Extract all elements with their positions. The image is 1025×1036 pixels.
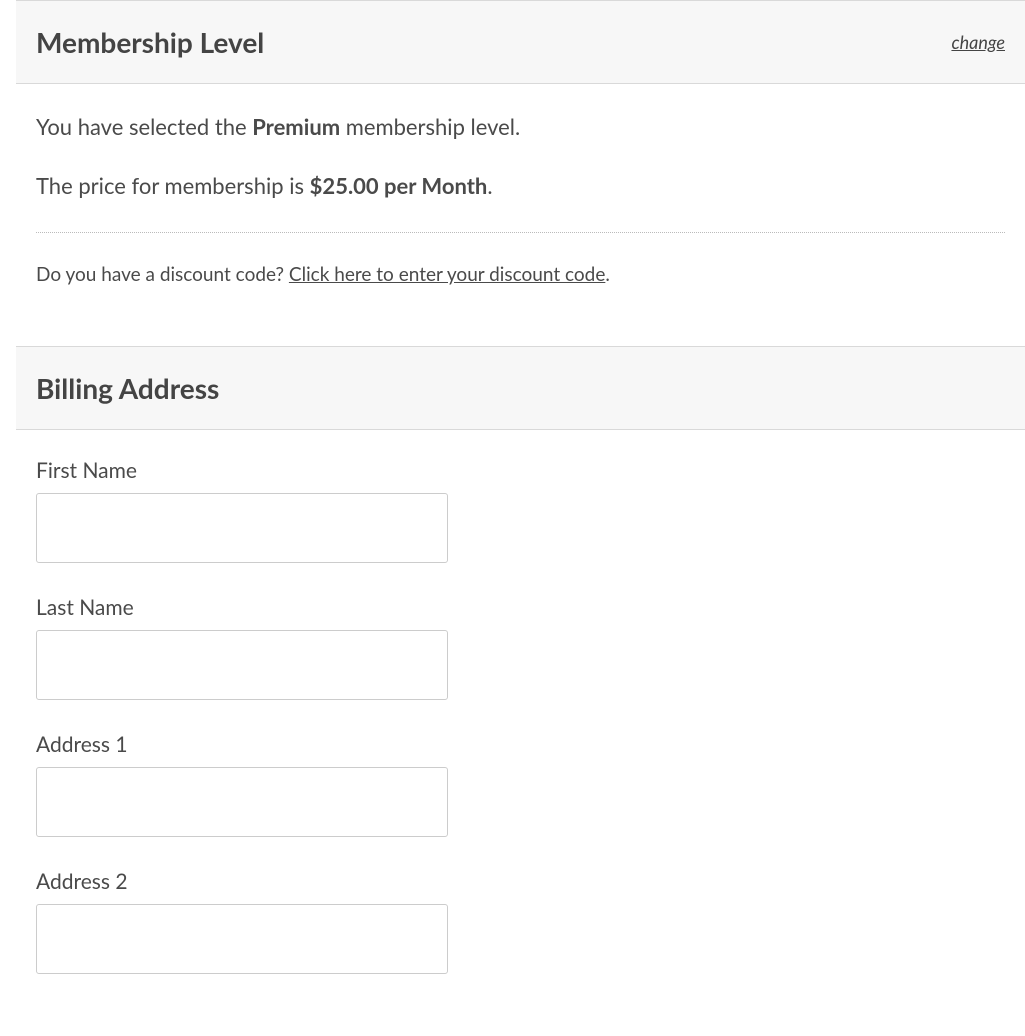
membership-section-header: Membership Level change bbox=[16, 0, 1025, 84]
address1-group: Address 1 bbox=[36, 732, 1005, 837]
address1-input[interactable] bbox=[36, 767, 448, 837]
membership-title: Membership Level bbox=[36, 25, 264, 59]
last-name-label: Last Name bbox=[36, 595, 1005, 620]
first-name-label: First Name bbox=[36, 458, 1005, 483]
change-link[interactable]: change bbox=[951, 31, 1005, 53]
first-name-input[interactable] bbox=[36, 493, 448, 563]
billing-section-body: First Name Last Name Address 1 Address 2 bbox=[16, 430, 1025, 1036]
section-spacer bbox=[0, 316, 1025, 346]
last-name-input[interactable] bbox=[36, 630, 448, 700]
billing-section-header: Billing Address bbox=[16, 346, 1025, 430]
last-name-group: Last Name bbox=[36, 595, 1005, 700]
address2-input[interactable] bbox=[36, 904, 448, 974]
address2-group: Address 2 bbox=[36, 869, 1005, 974]
price-value: $25.00 per Month bbox=[310, 172, 488, 199]
discount-prompt-text: Do you have a discount code? bbox=[36, 263, 289, 286]
selected-suffix: membership level. bbox=[340, 113, 520, 140]
membership-section-body: You have selected the Premium membership… bbox=[16, 84, 1025, 316]
dotted-divider bbox=[36, 232, 1005, 233]
address1-label: Address 1 bbox=[36, 732, 1005, 757]
price-prefix: The price for membership is bbox=[36, 172, 310, 199]
first-name-group: First Name bbox=[36, 458, 1005, 563]
selected-prefix: You have selected the bbox=[36, 113, 252, 140]
price-suffix: . bbox=[487, 172, 492, 199]
selected-level-name: Premium bbox=[252, 113, 340, 140]
discount-suffix: . bbox=[605, 263, 609, 286]
selected-level-text: You have selected the Premium membership… bbox=[36, 112, 1005, 143]
price-text: The price for membership is $25.00 per M… bbox=[36, 171, 1005, 202]
billing-title: Billing Address bbox=[36, 371, 219, 405]
address2-label: Address 2 bbox=[36, 869, 1005, 894]
discount-code-link[interactable]: Click here to enter your discount code bbox=[289, 263, 605, 286]
discount-prompt: Do you have a discount code? Click here … bbox=[36, 263, 1005, 286]
